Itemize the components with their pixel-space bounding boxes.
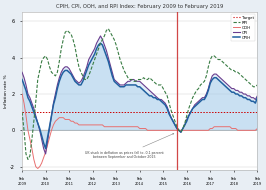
Target — [44, 111, 47, 113]
OOH — [181, 129, 184, 131]
OOH — [77, 124, 81, 126]
OOH — [20, 93, 24, 95]
Line: CPI: CPI — [22, 36, 257, 154]
RPI — [77, 66, 81, 68]
OOH — [46, 144, 49, 146]
CPI — [124, 82, 128, 84]
Target — [20, 111, 24, 113]
Line: RPI: RPI — [22, 29, 257, 159]
CPI — [44, 153, 47, 155]
CPI — [46, 140, 49, 142]
Target — [256, 111, 259, 113]
OOH — [36, 167, 39, 170]
RPI — [26, 158, 30, 161]
CPIH — [124, 84, 128, 86]
CPI — [20, 71, 24, 73]
OOH — [256, 127, 259, 130]
OOH — [122, 126, 126, 128]
CPIH — [99, 42, 102, 44]
Target — [240, 111, 243, 113]
Y-axis label: Inflation rate %: Inflation rate % — [4, 74, 8, 108]
CPIH — [183, 124, 186, 126]
Target — [120, 111, 124, 113]
RPI — [124, 73, 128, 75]
RPI — [244, 78, 247, 81]
CPIH — [171, 120, 174, 122]
Title: CPIH, CPI, OOH, and RPI Index: February 2009 to February 2019: CPIH, CPI, OOH, and RPI Index: February … — [56, 4, 223, 9]
CPIH — [244, 97, 247, 99]
CPI — [77, 82, 81, 84]
Text: UK stuck in deflation as prices fell to -0.1 percent
between September and Octob: UK stuck in deflation as prices fell to … — [85, 133, 174, 159]
Line: CPIH: CPIH — [22, 43, 257, 149]
OOH — [169, 129, 173, 131]
RPI — [20, 111, 24, 113]
CPIH — [20, 78, 24, 81]
CPIH — [256, 97, 259, 99]
CPI — [244, 93, 247, 95]
CPIH — [44, 147, 47, 150]
CPIH — [77, 84, 81, 86]
CPI — [99, 35, 102, 37]
CPI — [256, 95, 259, 97]
RPI — [171, 115, 174, 117]
Legend: Target, RPI, OOH, CPI, CPIH: Target, RPI, OOH, CPI, CPIH — [231, 14, 255, 41]
RPI — [46, 58, 49, 61]
CPI — [171, 120, 174, 122]
Line: OOH: OOH — [22, 94, 257, 169]
Target — [75, 111, 78, 113]
Target — [179, 111, 182, 113]
CPIH — [46, 136, 49, 139]
OOH — [242, 129, 245, 131]
RPI — [183, 122, 186, 124]
CPI — [183, 124, 186, 126]
RPI — [256, 84, 259, 86]
Target — [168, 111, 171, 113]
RPI — [107, 28, 110, 30]
